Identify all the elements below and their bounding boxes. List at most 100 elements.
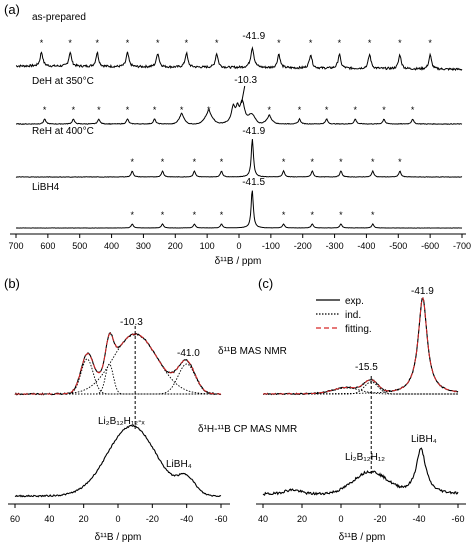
panel-b-component <box>15 363 221 395</box>
panel-a-peak-label: -41.9 <box>242 126 265 137</box>
panel-b-experimental <box>14 331 222 396</box>
panel-c-x-tick-label: -40 <box>412 514 425 524</box>
sideband-star: * <box>282 210 286 220</box>
sideband-star: * <box>68 38 72 48</box>
sideband-star: * <box>131 157 135 167</box>
panel-b-peak-label-1: -10.3 <box>120 317 143 328</box>
panel-c-component <box>263 387 458 395</box>
panel-a-x-tick-label: 100 <box>200 241 215 251</box>
panel-a-x-tick-label: 400 <box>104 241 119 251</box>
sideband-star: * <box>398 38 402 48</box>
sideband-star: * <box>339 157 343 167</box>
panel-b-upper-title: δ¹¹B MAS NMR <box>218 346 287 357</box>
panel-a-x-tick-label: -400 <box>357 241 375 251</box>
panel-c-legend: exp. ind. fitting. <box>316 296 372 335</box>
sideband-star: * <box>371 210 375 220</box>
panel-b-x-tick-label: -60 <box>214 514 227 524</box>
sideband-star: * <box>311 157 315 167</box>
panel-c-component <box>263 381 458 395</box>
panel-a-x-axis-label: δ¹¹B / ppm <box>215 256 262 267</box>
panel-c-traces <box>262 297 459 496</box>
panel-a-trace <box>15 46 463 72</box>
panel-a-x-tick-label: -700 <box>453 241 471 251</box>
panel-a-x-tick-label: 200 <box>168 241 183 251</box>
sideband-star: * <box>277 38 281 48</box>
sideband-star: * <box>339 210 343 220</box>
sideband-star: * <box>338 38 342 48</box>
panel-a-ticks: 700 600 500 400 300 200 100 0 -100 -200 -300 -400 -5… <box>8 234 471 251</box>
panel-a-x-tick-label: 700 <box>8 241 23 251</box>
sideband-star: * <box>156 38 160 48</box>
panel-label-b: (b) <box>4 276 20 291</box>
panel-b-x-tick-label: 40 <box>44 514 54 524</box>
panel-a-series-name: ReH at 400°C <box>32 126 94 137</box>
panel-b-traces <box>14 326 222 498</box>
panel-a-x-tick-label: 600 <box>40 241 55 251</box>
sideband-star: * <box>311 210 315 220</box>
sideband-star: * <box>298 105 302 115</box>
panel-a-trace <box>16 190 463 229</box>
peak-arrow <box>241 85 246 104</box>
legend-ind-label: ind. <box>345 310 361 321</box>
panel-b-x-axis-label: δ¹¹B / ppm <box>95 532 142 543</box>
panel-b-component-label-2: LiBH₄ <box>166 459 192 470</box>
panel-a-x-tick-label: -200 <box>294 241 312 251</box>
legend-exp-label: exp. <box>345 296 364 307</box>
panel-c-peak-label-2: -15.5 <box>355 362 378 373</box>
sideband-star: * <box>207 105 211 115</box>
legend-fitting-label: fitting. <box>345 324 372 335</box>
panel-a-trace <box>16 98 463 125</box>
sideband-star: * <box>193 210 197 220</box>
panel-c-ticks: 40 20 0 -20 -40 -60 <box>258 504 465 524</box>
sideband-star: * <box>368 38 372 48</box>
panel-c-chart: 40 20 0 -20 -40 -60 δ¹¹B / ppm -41.9 -15.5 Li… <box>256 286 466 543</box>
sideband-star: * <box>43 105 47 115</box>
sideband-star: * <box>325 105 329 115</box>
panel-b-x-tick-label: -20 <box>146 514 159 524</box>
sideband-star: * <box>131 210 135 220</box>
panel-c-x-tick-label: -20 <box>373 514 386 524</box>
panel-b-x-tick-label: 60 <box>10 514 20 524</box>
panel-label-a: (a) <box>4 2 20 17</box>
panel-a-series-name: as-prepared <box>32 12 86 23</box>
panel-b-x-tick-label: 20 <box>79 514 89 524</box>
panel-b-lower-title: δ¹H-¹¹B CP MAS NMR <box>198 424 297 435</box>
sideband-star: * <box>161 210 165 220</box>
panel-b-x-tick-label: 0 <box>115 514 120 524</box>
panel-a-x-tick-label: -100 <box>262 241 280 251</box>
sideband-star: * <box>97 105 101 115</box>
panel-c-peak-label-1: -41.9 <box>411 286 434 297</box>
sideband-star: * <box>161 157 165 167</box>
panel-a-x-tick-label: 300 <box>136 241 151 251</box>
panel-label-c: (c) <box>258 276 273 291</box>
sideband-star: * <box>72 105 76 115</box>
sideband-star: * <box>95 38 99 48</box>
sideband-star: * <box>153 105 157 115</box>
panel-a-peak-label: -41.9 <box>242 31 265 42</box>
sideband-star: * <box>411 105 415 115</box>
panel-a-series-name: LiBH4 <box>32 182 60 193</box>
sideband-star: * <box>268 105 272 115</box>
panel-b-fitting <box>15 332 221 395</box>
panel-a-trace <box>15 138 463 178</box>
sideband-star: * <box>185 38 189 48</box>
panel-a-x-tick-label: 0 <box>236 241 241 251</box>
sideband-star: * <box>282 157 286 167</box>
panel-b-cp-trace <box>14 424 222 498</box>
sideband-star: * <box>126 105 130 115</box>
panel-b-x-tick-label: -40 <box>180 514 193 524</box>
sideband-star: * <box>180 105 184 115</box>
sideband-star: * <box>382 105 386 115</box>
panel-b-component <box>15 363 221 395</box>
panel-c-x-tick-label: 0 <box>338 514 343 524</box>
panel-a-peak-label: -41.5 <box>242 177 265 188</box>
panel-c-component-label-2: LiBH₄ <box>411 434 437 445</box>
sideband-star: * <box>220 210 224 220</box>
panel-c-x-tick-label: 40 <box>258 514 268 524</box>
sideband-star: * <box>220 157 224 167</box>
panel-a-traces: * * * * * * * * * * * * * as-prepared -41.9 * * * * * * * * * * *… <box>15 12 463 229</box>
panel-b-component-label-1: Li₂B₁₂H₁₂-ₓ <box>98 416 145 427</box>
panel-c-component-label-1: Li₂B₁₂H₁₂ <box>345 452 385 463</box>
panel-c-fitting <box>263 297 459 395</box>
